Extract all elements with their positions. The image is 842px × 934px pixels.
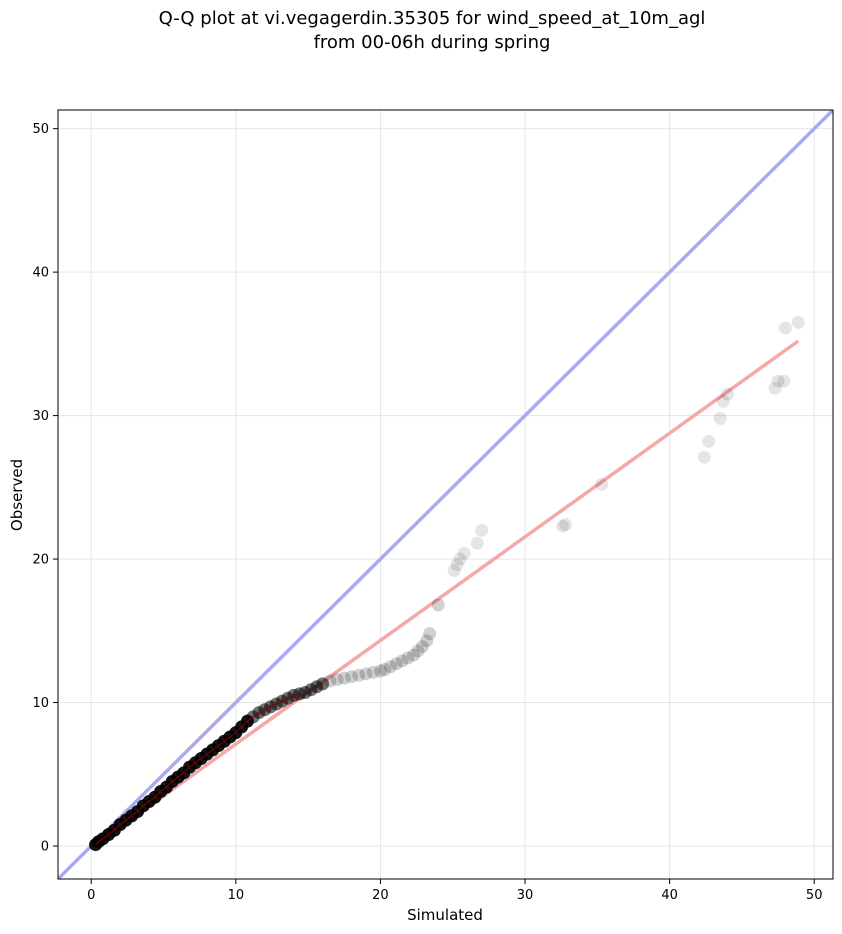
qq-point bbox=[777, 374, 791, 388]
qq-point bbox=[470, 536, 484, 550]
chart-title-line-2: from 00-06h during spring bbox=[314, 32, 551, 53]
x-tick-label: 20 bbox=[372, 888, 389, 903]
qq-point bbox=[713, 411, 727, 425]
grid bbox=[58, 110, 833, 879]
qq-point bbox=[720, 387, 734, 401]
qq-point bbox=[411, 644, 425, 658]
qq-point bbox=[345, 670, 359, 684]
qq-point bbox=[556, 519, 570, 533]
qq-point bbox=[768, 381, 782, 395]
qq-point bbox=[330, 673, 344, 687]
qq-point bbox=[423, 627, 437, 641]
chart-title-line-1: Q-Q plot at vi.vegagerdin.35305 for wind… bbox=[159, 8, 706, 29]
x-axis-label: Simulated bbox=[407, 906, 483, 924]
qq-point bbox=[359, 667, 373, 681]
x-tick-label: 10 bbox=[228, 888, 245, 903]
qq-point bbox=[373, 664, 387, 678]
plot-frame bbox=[57, 109, 834, 880]
y-tick-label: 20 bbox=[32, 553, 49, 568]
series-layer bbox=[58, 110, 833, 879]
qq-point bbox=[431, 598, 445, 612]
qq-point bbox=[323, 674, 337, 688]
y-tick-label: 50 bbox=[32, 122, 49, 137]
qq-point bbox=[791, 315, 805, 329]
y-tick-label: 30 bbox=[32, 409, 49, 424]
qq-point bbox=[716, 394, 730, 408]
qq-point bbox=[447, 564, 461, 578]
qq-point bbox=[450, 558, 464, 572]
y-axis-label: Observed bbox=[8, 459, 26, 531]
qq-point bbox=[559, 518, 573, 532]
fit-line bbox=[94, 339, 800, 846]
qq-point bbox=[457, 546, 471, 560]
dense-quantile-trace bbox=[94, 692, 300, 846]
identity-line bbox=[58, 110, 833, 879]
qq-point bbox=[316, 677, 330, 691]
qq-point bbox=[702, 434, 716, 448]
qq-point bbox=[352, 668, 366, 682]
y-tick-label: 10 bbox=[32, 696, 49, 711]
qq-point bbox=[453, 552, 467, 566]
qq-point bbox=[366, 665, 380, 679]
qq-point bbox=[771, 374, 785, 388]
ticks: 0 10 20 30 40 50 0 10 20 30 40 50 bbox=[32, 122, 822, 903]
qq-point bbox=[337, 671, 351, 685]
qq-point bbox=[384, 660, 398, 674]
qq-point bbox=[415, 640, 429, 654]
qq-point bbox=[401, 651, 415, 665]
qq-point bbox=[395, 654, 409, 668]
x-tick-label: 0 bbox=[87, 888, 95, 903]
qq-point bbox=[407, 648, 421, 662]
qq-point bbox=[378, 663, 392, 677]
qq-point bbox=[595, 477, 609, 491]
qq-point bbox=[420, 634, 434, 648]
y-tick-label: 40 bbox=[32, 266, 49, 281]
y-tick-label: 0 bbox=[41, 840, 49, 855]
qq-point bbox=[778, 321, 792, 335]
x-tick-label: 50 bbox=[806, 888, 823, 903]
qq-point bbox=[475, 523, 489, 537]
qq-point bbox=[389, 657, 403, 671]
x-tick-label: 40 bbox=[661, 888, 678, 903]
qq-point bbox=[697, 450, 711, 464]
x-tick-label: 30 bbox=[517, 888, 534, 903]
